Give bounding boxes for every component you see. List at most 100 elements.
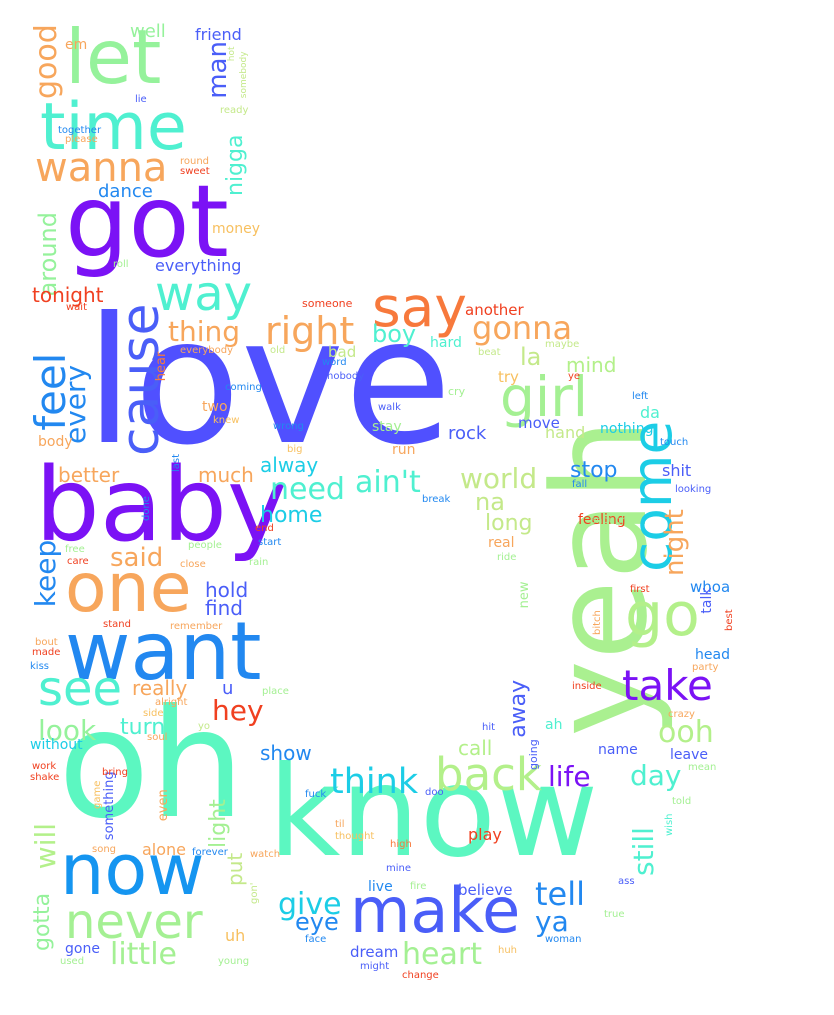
cloud-word-every: every (59, 364, 92, 444)
cloud-word-gon: gon' (249, 882, 260, 904)
cloud-word-ass: ass (618, 876, 635, 887)
cloud-word-maybe: maybe (545, 339, 580, 350)
cloud-word-round: round (180, 156, 210, 167)
cloud-word-together: together (58, 125, 102, 136)
cloud-word-left: left (632, 391, 649, 402)
cloud-word-thought: thought (335, 831, 375, 842)
cloud-word-work: work (32, 761, 57, 772)
cloud-word-woman: woman (545, 934, 582, 945)
cloud-word-good: good (29, 24, 64, 99)
cloud-word-done: done (141, 496, 152, 521)
cloud-word-mean: mean (688, 762, 717, 773)
cloud-word-boy: boy (372, 320, 417, 348)
cloud-word-rain: rain (249, 557, 269, 568)
cloud-word-somebody: somebody (239, 51, 249, 99)
cloud-word-place: place (262, 686, 289, 697)
cloud-word-close: close (180, 559, 206, 570)
cloud-word-leave: leave (670, 747, 708, 763)
cloud-word-told: told (672, 796, 692, 807)
cloud-word-stay: stay (372, 419, 402, 435)
cloud-word-big: big (287, 444, 303, 455)
cloud-word-fire: fire (410, 881, 427, 892)
cloud-word-wrong: wrong (273, 421, 304, 432)
cloud-word-oh: oh (58, 678, 245, 852)
cloud-word-wanna: wanna (35, 145, 168, 191)
cloud-word-people: people (188, 540, 222, 551)
cloud-word-will: will (29, 822, 62, 870)
cloud-word-still: still (627, 827, 660, 876)
cloud-word-gonna: gonna (472, 309, 573, 347)
cloud-word-thing: thing (168, 315, 241, 348)
cloud-word-really: really (132, 676, 188, 700)
cloud-word-someone: someone (302, 297, 353, 310)
cloud-word-na: na (475, 488, 505, 516)
cloud-word-care: care (67, 556, 89, 567)
cloud-word-la: la (520, 343, 542, 371)
cloud-word-ya: ya (535, 905, 569, 938)
cloud-word-watch: watch (250, 849, 281, 860)
cloud-word-soul: soul (147, 732, 168, 743)
cloud-word-say: say (372, 275, 467, 339)
cloud-word-crazy: crazy (668, 709, 695, 720)
cloud-word-time: time (40, 90, 187, 165)
cloud-word-bout: bout (35, 637, 58, 648)
cloud-word-ye: ye (568, 371, 581, 382)
cloud-word-used: used (60, 956, 85, 967)
cloud-word-hard: hard (430, 335, 462, 351)
cloud-word-nobody: nobody (327, 371, 365, 382)
cloud-word-little: little (110, 937, 177, 972)
cloud-word-without: without (30, 737, 83, 753)
cloud-word-head: head (695, 647, 730, 663)
cloud-word-call: call (458, 736, 493, 760)
cloud-word-true: true (604, 909, 625, 920)
cloud-word-nothing: nothing (600, 421, 654, 437)
cloud-word-enough: enough (590, 515, 628, 526)
cloud-word-move: move (518, 414, 560, 432)
cloud-word-free: free (65, 544, 85, 555)
cloud-word-might: might (360, 961, 390, 972)
cloud-word-give: give (278, 887, 342, 922)
cloud-word-gotta: gotta (30, 892, 55, 951)
cloud-word-eye: eye (295, 908, 339, 936)
cloud-word-find: find (205, 596, 243, 620)
cloud-word-even: even (156, 789, 171, 822)
cloud-word-ride: ride (497, 552, 517, 563)
cloud-word-way: way (155, 266, 253, 322)
cloud-word-one: one (65, 549, 192, 628)
cloud-word-u: u (222, 678, 234, 699)
cloud-word-money: money (212, 221, 260, 237)
cloud-word-yo: yo (198, 721, 211, 732)
cloud-word-ain-t: ain't (355, 465, 421, 500)
cloud-word-light: light (206, 799, 231, 848)
cloud-word-word: word (322, 357, 347, 368)
cloud-word-em: em (65, 37, 88, 53)
cloud-word-knew: knew (213, 415, 240, 426)
cloud-word-uh: uh (225, 926, 246, 945)
cloud-word-everybody: everybody (180, 345, 233, 356)
cloud-word-stand: stand (103, 619, 131, 630)
cloud-word-feeling: feeling (578, 512, 626, 528)
cloud-word-right: right (265, 309, 355, 353)
cloud-word-young: young (218, 956, 250, 967)
cloud-word-inside: inside (572, 681, 602, 692)
cloud-word-til: til (335, 819, 345, 830)
cloud-word-real: real (488, 535, 515, 551)
cloud-word-ready: ready (220, 105, 249, 116)
cloud-word-back: back (435, 748, 542, 801)
cloud-word-run: run (392, 442, 416, 458)
cloud-word-break: break (422, 494, 451, 505)
cloud-word-keep: keep (29, 539, 62, 608)
cloud-word-shake: shake (30, 772, 60, 783)
cloud-word-face: face (305, 934, 327, 945)
cloud-word-ah: ah (545, 717, 563, 733)
cloud-word-now: now (60, 829, 205, 911)
cloud-word-high: high (390, 839, 412, 850)
cloud-word-game: game (92, 780, 103, 809)
cloud-word-walk: walk (378, 402, 401, 413)
cloud-word-wait: wait (66, 302, 88, 313)
cloud-word-huh: huh (498, 945, 518, 956)
cloud-word-new: new (517, 581, 532, 609)
cloud-word-mine: mine (386, 863, 412, 874)
cloud-word-better: better (58, 463, 120, 487)
